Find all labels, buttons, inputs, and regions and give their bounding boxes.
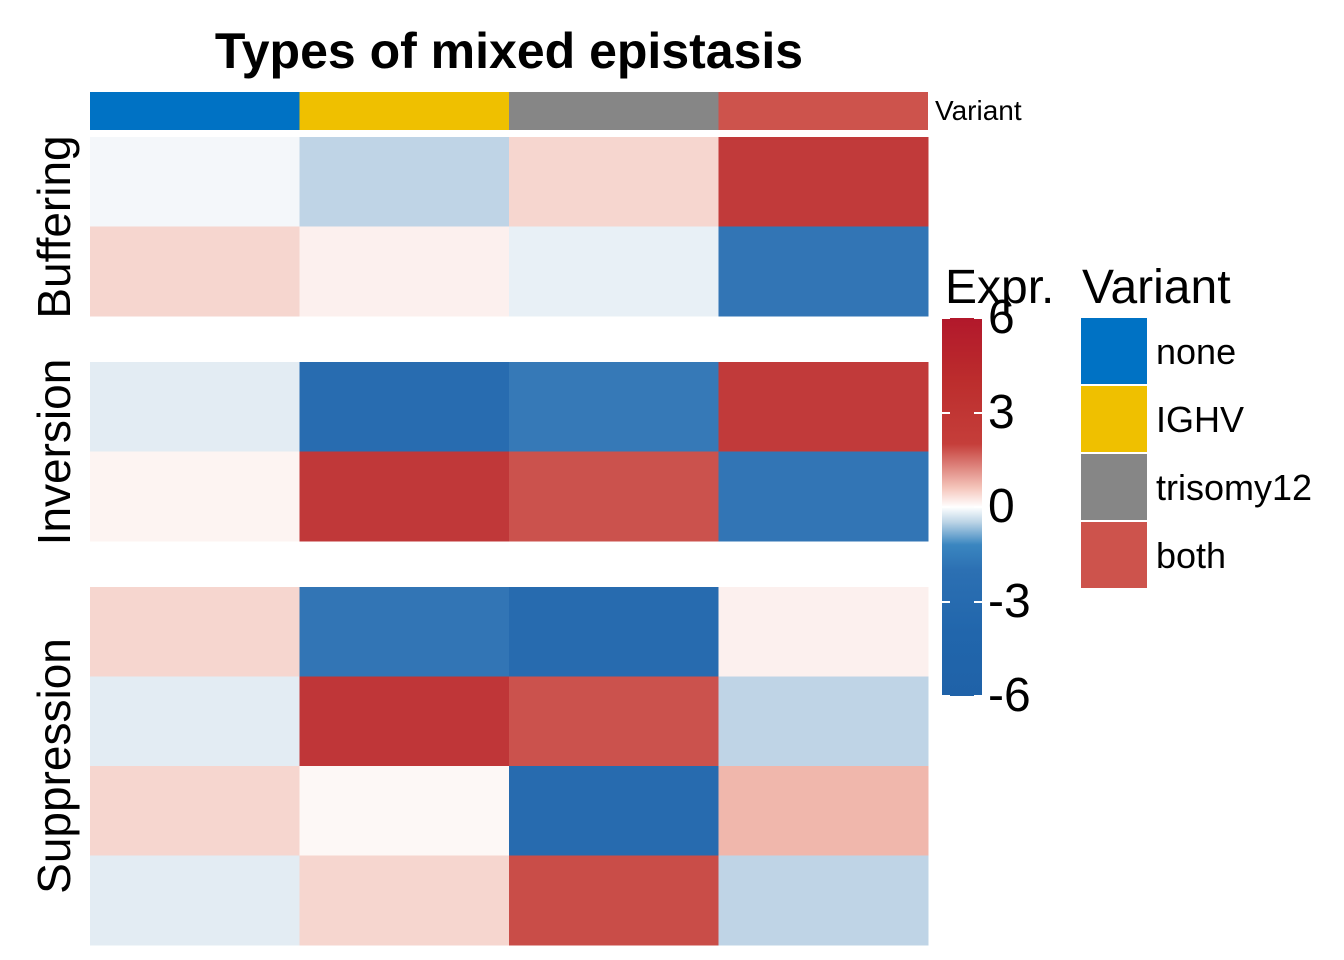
heatmap-cell-buffering-2-none [90,226,300,317]
variant-legend-swatch-both [1081,522,1147,588]
heatmap-cell-suppression-3-IGHV [299,766,510,856]
heatmap-cell-suppression-2-IGHV [299,676,510,767]
variant-legend-swatch-trisomy12 [1081,454,1147,520]
heatmap-cell-inversion-1-trisomy12 [509,362,719,452]
colorbar-tick-mark [974,695,982,697]
colorbar-title: Expr. [945,261,1055,314]
colorbar-tick-label: 3 [988,385,1015,439]
variant-legend-swatch-IGHV [1081,386,1147,452]
colorbar-tick-mark [974,317,982,319]
colorbar-tick-mark [974,506,982,508]
colorbar-tick-label: 0 [988,480,1015,533]
variant-legend-title: Variant [1082,261,1231,314]
heatmap-cell-suppression-4-none [90,855,300,946]
row-group-label-text: Suppression [28,638,80,894]
heatmap-cell-suppression-1-IGHV [299,587,510,677]
heatmap-cell-inversion-1-IGHV [299,362,510,452]
colorbar-tick-mark [942,695,950,697]
heatmap-cell-suppression-2-trisomy12 [509,676,719,767]
heatmap-cell-suppression-1-none [90,587,300,677]
heatmap-cell-inversion-2-both [718,451,929,542]
heatmap-cell-buffering-1-trisomy12 [509,137,719,227]
heatmap-cell-buffering-1-both [718,137,929,227]
colorbar-tick-label: 6 [988,291,1015,344]
heatmap-cell-suppression-3-both [718,766,929,856]
annotation-cell-trisomy12 [509,92,719,130]
heatmap-cell-inversion-2-none [90,451,300,542]
heatmap-cell-inversion-1-both [718,362,929,452]
heatmap-cell-suppression-2-none [90,676,300,767]
colorbar-tick-label: -6 [988,669,1031,722]
heatmap-cell-suppression-1-both [718,587,929,677]
row-group-label-text: Inversion [28,358,80,545]
colorbar-tick-mark [942,317,950,319]
heatmap-cell-suppression-4-trisomy12 [509,855,719,946]
colorbar-tick-mark [974,600,982,603]
heatmap-cell-inversion-2-IGHV [299,451,510,542]
heatmap-cell-buffering-2-IGHV [299,226,510,317]
heatmap-cell-buffering-2-trisomy12 [509,226,719,317]
annotation-cell-IGHV [299,92,509,130]
colorbar-tick-mark [942,411,950,414]
heatmap-cell-inversion-2-trisomy12 [509,451,719,542]
variant-legend-swatch-none [1081,318,1147,384]
heatmap-cell-suppression-3-none [90,766,300,856]
heatmap-cell-buffering-1-IGHV [299,137,510,227]
colorbar-tick-mark [942,600,950,603]
annotation-label: Variant [935,95,1022,126]
chart-title: Types of mixed epistasis [214,23,804,79]
heatmap-cell-suppression-1-trisomy12 [509,587,719,677]
heatmap-cell-buffering-1-none [90,137,300,227]
heatmap-cell-suppression-4-IGHV [299,855,510,946]
heatmap-cell-buffering-2-both [718,226,929,317]
annotation-cell-none [90,92,300,130]
variant-legend-label-IGHV: IGHV [1156,399,1245,440]
colorbar-tick-label: -3 [988,574,1031,628]
colorbar-tick-mark [974,411,982,414]
variant-legend-label-none: none [1156,331,1237,372]
heatmap-cell-suppression-3-trisomy12 [509,766,719,856]
annotation-cell-both [718,92,928,130]
heatmap-cell-suppression-4-both [718,855,929,946]
heatmap-cell-inversion-1-none [90,362,300,452]
colorbar-tick-mark [942,506,950,508]
variant-legend-label-trisomy12: trisomy12 [1156,467,1313,508]
row-group-label-text: Buffering [28,134,80,319]
variant-legend-label-both: both [1156,535,1227,576]
heatmap-cell-suppression-2-both [718,676,929,767]
